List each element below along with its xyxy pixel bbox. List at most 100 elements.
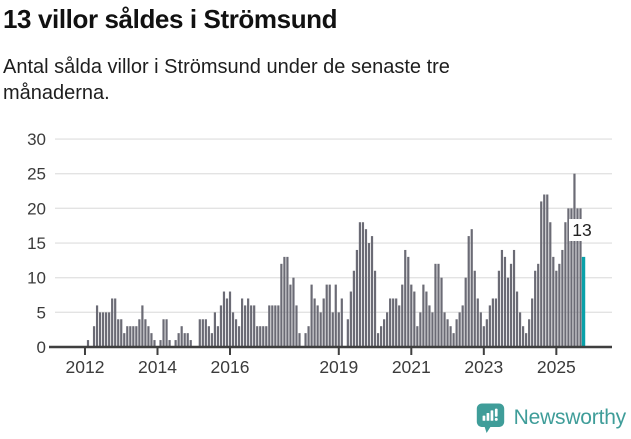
bar xyxy=(102,312,105,347)
x-axis-labels: 2012 2014 2016 2019 2021 2023 2025 xyxy=(66,357,576,377)
bar xyxy=(310,284,313,347)
bar xyxy=(534,270,537,347)
bar xyxy=(325,284,328,347)
bar xyxy=(147,326,150,347)
svg-text:2023: 2023 xyxy=(464,357,503,377)
bar xyxy=(292,277,295,347)
bar xyxy=(168,340,171,347)
bar xyxy=(210,333,213,347)
svg-text:2025: 2025 xyxy=(537,357,576,377)
bar xyxy=(331,312,334,347)
bar xyxy=(153,340,156,347)
bar xyxy=(452,333,455,347)
svg-text:25: 25 xyxy=(27,165,46,184)
bar xyxy=(262,326,265,347)
value-annotation-bg xyxy=(569,219,595,241)
svg-text:20: 20 xyxy=(27,199,46,218)
bar xyxy=(567,208,570,347)
bar xyxy=(126,326,129,347)
bar xyxy=(573,173,576,347)
bar xyxy=(367,243,371,347)
bar xyxy=(241,298,244,347)
bar xyxy=(361,222,365,347)
bar xyxy=(500,249,504,347)
bar xyxy=(141,305,144,347)
bar xyxy=(120,319,123,347)
bar xyxy=(540,201,543,347)
bar xyxy=(92,326,96,347)
bar xyxy=(386,312,389,347)
value-annotation: 13 xyxy=(572,220,591,240)
bar xyxy=(207,326,210,347)
bar xyxy=(150,333,153,347)
bar xyxy=(222,291,226,347)
bar xyxy=(213,312,216,347)
bar xyxy=(328,284,331,347)
bar xyxy=(358,222,362,347)
bar xyxy=(473,270,476,347)
bar xyxy=(379,326,383,347)
bar xyxy=(132,326,135,347)
bar xyxy=(506,277,510,347)
bar xyxy=(234,319,238,347)
newsworthy-logo-icon xyxy=(476,403,504,433)
bar xyxy=(570,208,573,347)
bar xyxy=(482,326,485,347)
bar xyxy=(479,312,482,347)
bar xyxy=(95,305,99,347)
bar xyxy=(189,340,192,347)
bar xyxy=(349,291,352,347)
bar xyxy=(503,256,507,347)
bar xyxy=(298,333,301,347)
bar xyxy=(392,298,395,347)
page-title: 13 villor såldes i Strömsund xyxy=(3,4,338,34)
bar xyxy=(247,298,250,347)
bar xyxy=(105,312,108,347)
bar xyxy=(440,277,443,347)
bar xyxy=(555,270,558,347)
bar xyxy=(370,236,374,347)
x-axis-ticks xyxy=(83,347,558,355)
bar xyxy=(398,305,401,347)
bar xyxy=(283,256,286,347)
svg-text:5: 5 xyxy=(37,303,46,322)
bar xyxy=(135,326,138,347)
bar xyxy=(470,229,473,347)
svg-text:15: 15 xyxy=(27,234,46,253)
bar xyxy=(364,229,368,347)
bar xyxy=(201,319,204,347)
bar xyxy=(428,305,431,347)
bar xyxy=(458,312,461,347)
bar xyxy=(449,326,452,347)
bar xyxy=(404,249,407,347)
bar xyxy=(316,305,319,347)
bar xyxy=(216,326,220,347)
y-gridlines xyxy=(55,138,612,314)
highlighted-current-bar xyxy=(581,256,586,347)
bar xyxy=(389,298,392,347)
bar xyxy=(491,298,494,347)
svg-text:2021: 2021 xyxy=(392,357,431,377)
bar xyxy=(467,236,470,347)
bar xyxy=(407,256,410,347)
bar xyxy=(286,256,289,347)
bar xyxy=(244,305,247,347)
bar xyxy=(108,312,111,347)
bar xyxy=(334,284,337,347)
bar xyxy=(461,305,464,347)
monthly-sales-bars xyxy=(86,173,586,347)
bar xyxy=(295,305,298,347)
bar xyxy=(277,305,280,347)
bar xyxy=(531,298,534,347)
bar xyxy=(204,319,207,347)
bar xyxy=(413,291,416,347)
bar xyxy=(228,291,232,347)
bar xyxy=(522,326,525,347)
bar xyxy=(268,305,271,347)
bar xyxy=(464,277,467,347)
bar xyxy=(98,312,102,347)
bar xyxy=(289,284,292,347)
bar xyxy=(537,263,540,347)
newsworthy-brand: Newsworthy xyxy=(475,402,626,434)
bar xyxy=(183,333,186,347)
